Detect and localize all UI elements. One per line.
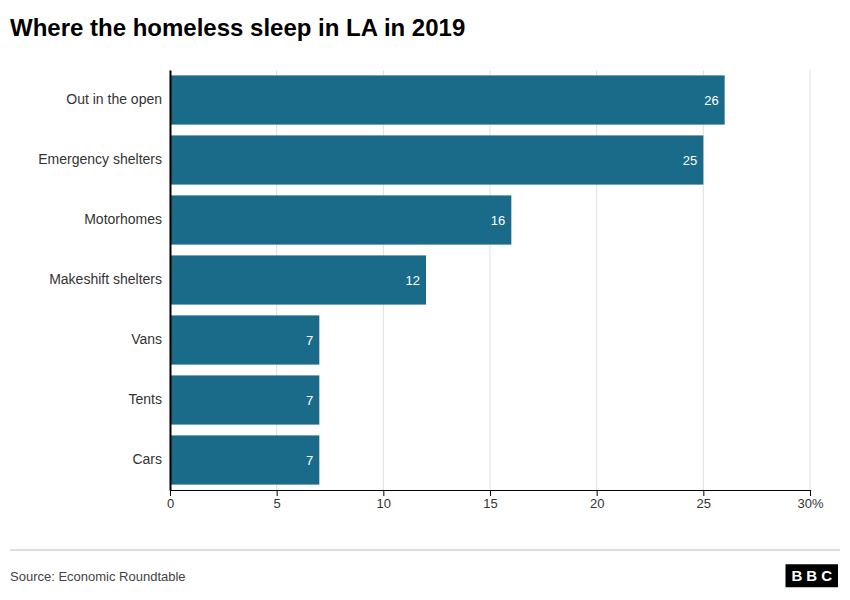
chart: Where the homeless sleep in LA in 2019 0 5… (0, 0, 850, 600)
data-label: 7 (306, 393, 313, 408)
bars (170, 75, 725, 484)
grid (170, 70, 810, 490)
bar (170, 315, 319, 364)
bar (170, 75, 725, 124)
tick: 30% (797, 490, 823, 511)
category-label: Cars (132, 451, 162, 467)
category-label: Emergency shelters (38, 151, 162, 167)
category-label: Out in the open (66, 91, 162, 107)
tick-label: 20 (590, 496, 604, 511)
category-label: Motorhomes (84, 211, 162, 227)
axis-line (170, 71, 172, 491)
tick-mark (383, 490, 384, 496)
tick: 25 (697, 490, 711, 511)
tick-mark (597, 490, 598, 496)
grid-line (490, 70, 491, 490)
tick: Cars (132, 451, 162, 467)
data-label: 26 (704, 93, 718, 108)
tick: Motorhomes (84, 211, 162, 227)
grid-line (810, 70, 811, 490)
tick: 0 (167, 490, 174, 511)
title: Where the homeless sleep in LA in 2019 (10, 14, 465, 41)
tick-mark (810, 490, 811, 496)
data-labels: 26 25 16 12 7 7 7 (306, 93, 719, 468)
tick: 20 (590, 490, 604, 511)
category-label: Tents (129, 391, 162, 407)
separator (10, 550, 840, 551)
tick-label: 25 (697, 496, 711, 511)
tick: 10 (377, 490, 391, 511)
tick: Emergency shelters (38, 151, 162, 167)
tick-mark (490, 490, 491, 496)
y-axis: Out in the open Emergency shelters Motorho… (38, 71, 170, 491)
data-label: 7 (306, 453, 313, 468)
data-label: 16 (491, 213, 505, 228)
tick-label: 10 (377, 496, 391, 511)
source: Source: Economic Roundtable (10, 569, 186, 584)
logo-box (786, 564, 839, 587)
tick: Out in the open (66, 91, 162, 107)
grid-line (703, 70, 704, 490)
data-label: 25 (683, 153, 697, 168)
data-label: 7 (306, 333, 313, 348)
tick-label: 15 (483, 496, 497, 511)
bar (170, 375, 319, 424)
tick: 5 (274, 490, 281, 511)
logo-text: BBC (792, 567, 837, 584)
axis-line (171, 491, 811, 497)
tick-mark (170, 490, 171, 496)
logo: BBC (786, 564, 839, 587)
tick-label: 0 (167, 496, 174, 511)
tick: Tents (129, 391, 162, 407)
tick-mark (277, 490, 278, 496)
tick-mark (703, 490, 704, 496)
tick: Makeshift shelters (49, 271, 162, 287)
x-axis: 0 5 10 15 20 25 30% (167, 490, 824, 511)
bar (170, 255, 426, 304)
data-label: 12 (406, 273, 420, 288)
tick: Vans (131, 331, 162, 347)
category-label: Makeshift shelters (49, 271, 162, 287)
bar (170, 135, 703, 184)
bar (170, 435, 319, 484)
tick-label: 5 (274, 496, 281, 511)
tick: 15 (483, 490, 497, 511)
category-label: Vans (131, 331, 162, 347)
grid-line (170, 70, 171, 490)
bar (170, 195, 511, 244)
tick-label: 30% (797, 496, 823, 511)
grid-line (596, 70, 597, 490)
